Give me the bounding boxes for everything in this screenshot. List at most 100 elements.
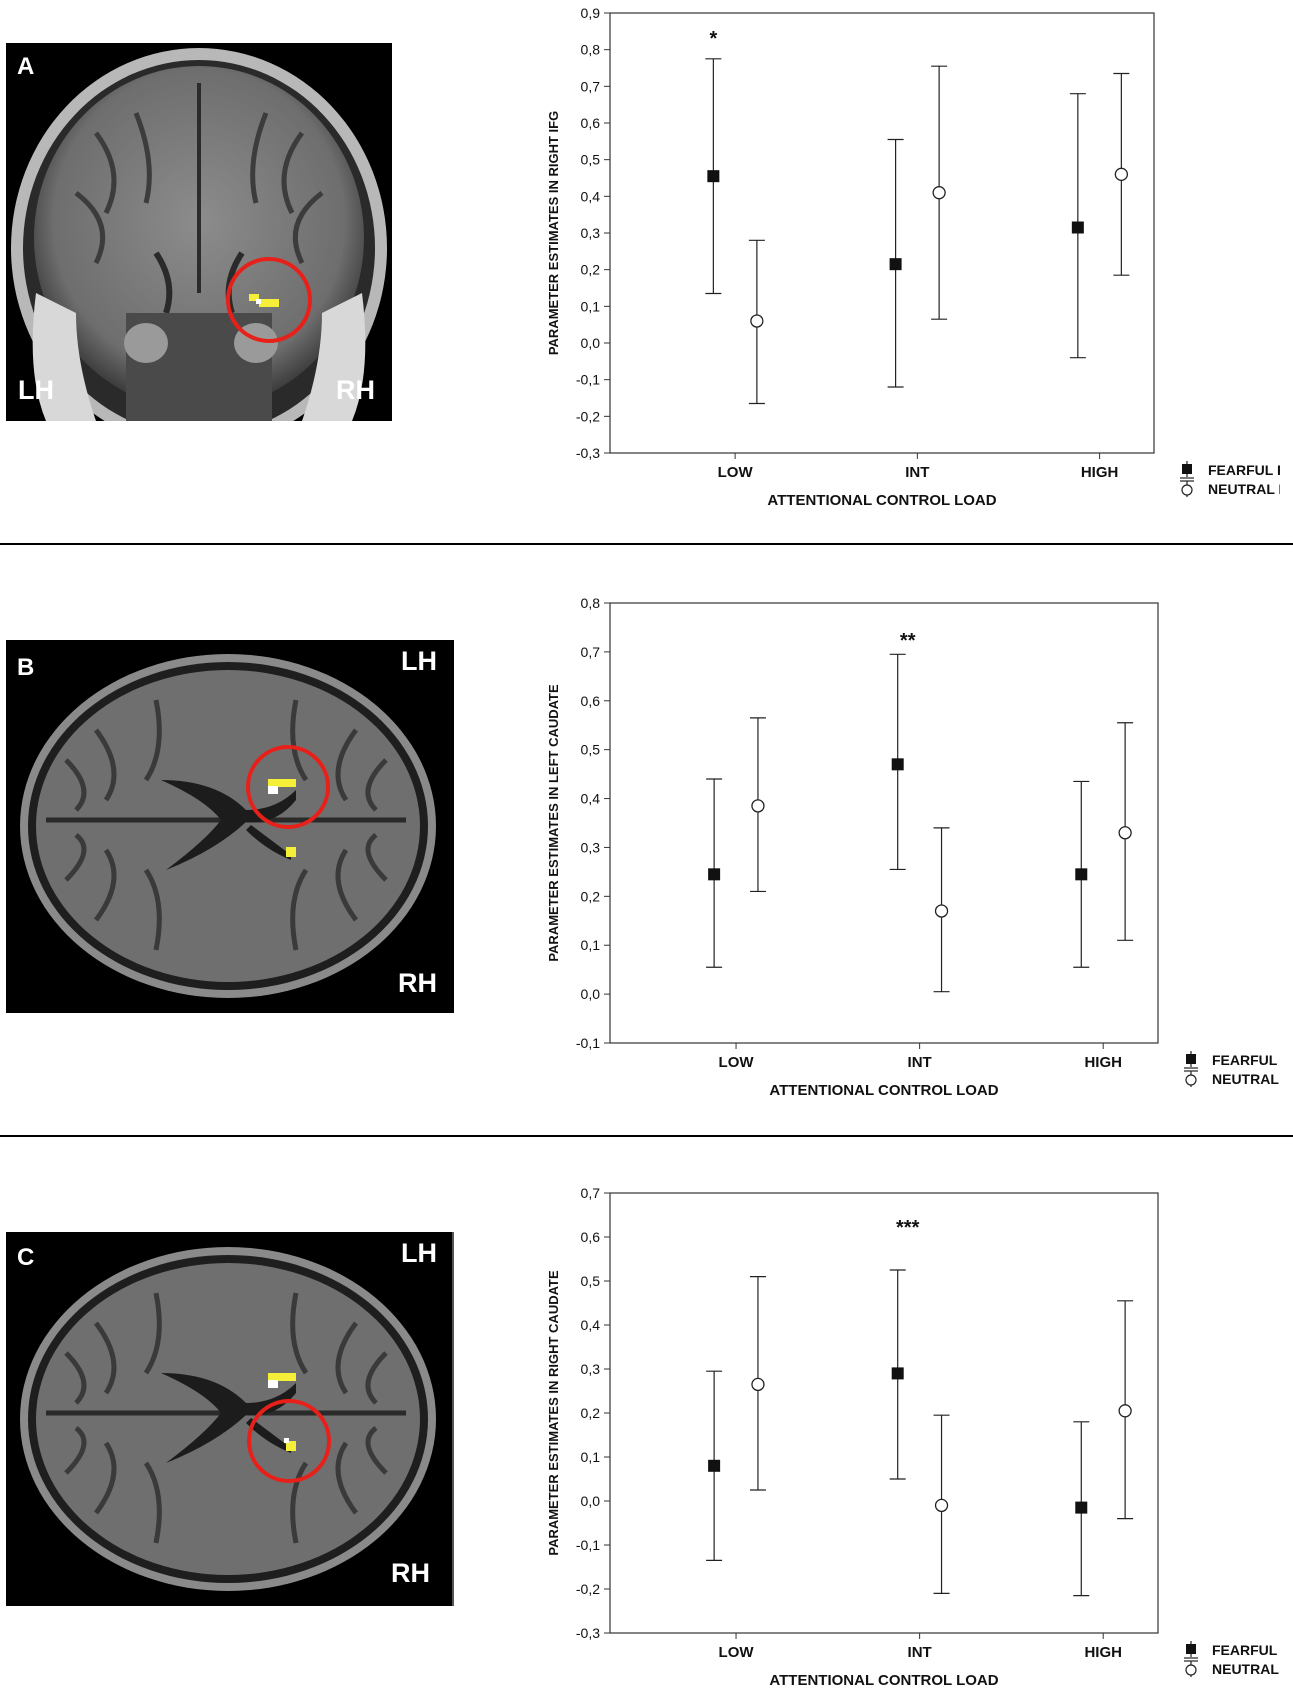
data-point-fearful [891,758,904,771]
y-axis-label: PARAMETER ESTIMATES IN LEFT CAUDATE [546,684,561,962]
y-tick-label: 0,0 [581,335,601,351]
significance-marker: *** [896,1217,920,1239]
y-tick-label: 0,2 [581,1405,601,1421]
y-tick-label: -0,1 [576,1035,600,1051]
data-point-neutral [751,799,765,813]
legend-fearful-marker [1186,1054,1196,1064]
y-axis-label: PARAMETER ESTIMATES IN RIGHT IFG [546,111,561,355]
hemisphere-label-right: RH [336,375,375,405]
y-tick-label: 0,3 [581,839,601,855]
legend-fearful-label: FEARFUL FACES [1212,1052,1280,1068]
legend-neutral-label: NEUTRAL FACES [1212,1661,1280,1677]
chart-c: -0,3 -0,2 -0,1 0,0 0,1 0,2 0,3 0,4 0,5 0,6 0,7 LOW I… [546,1185,1280,1689]
plot-frame [609,1192,1159,1634]
significance-marker: * [709,28,717,50]
x-tick-label: LOW [719,1644,755,1661]
y-tick-label: 0,6 [581,115,601,131]
x-tick-label: INT [908,1054,932,1071]
highlight-circle [247,1399,331,1483]
chart-b: -0,1 0,0 0,1 0,2 0,3 0,4 0,5 0,6 0,7 0,8 LOW INT HIG… [546,595,1280,1099]
panel-letter: A [17,53,35,80]
hemisphere-label-top: LH [401,1238,437,1268]
data-point-fearful [1071,221,1084,234]
legend-fearful-label: FEARFUL FACES [1208,462,1280,478]
legend-fearful-label: FEARFUL FACES [1212,1642,1280,1658]
data-point-neutral [932,186,946,200]
y-tick-label: -0,3 [576,445,600,461]
panel-c: C LH RH -0,3 -0,2 -0,1 0,0 0,1 0,2 0,3 0,4 0,5 0,… [0,1180,1293,1700]
legend-neutral-marker [1185,1074,1197,1086]
legend-fearful-marker [1186,1644,1196,1654]
x-tick-label: HIGH [1084,1644,1122,1661]
x-tick-label: HIGH [1081,464,1119,481]
data-point-fearful [1075,868,1088,881]
y-tick-label: 0,3 [581,1361,601,1377]
brain-image-b: B LH RH [6,640,454,1013]
x-tick-label: INT [905,464,929,481]
data-point-neutral [934,1498,949,1513]
y-tick-label: 0,4 [581,1317,601,1333]
x-tick-label: HIGH [1084,1054,1122,1071]
y-tick-label: 0,6 [581,1229,601,1245]
highlight-circle [246,745,330,829]
data-point-neutral [750,314,764,328]
y-tick-label: 0,2 [581,262,601,278]
y-axis-label: PARAMETER ESTIMATES IN RIGHT CAUDATE [546,1270,561,1556]
data-point-neutral [1118,1404,1132,1418]
data-point-fearful [708,868,721,881]
panel-a: A LH RH -0,3 -0,2 -0,1 0,0 0,1 0,2 0,3 0,4 0,5 0,… [0,0,1293,540]
y-tick-label: 0,7 [581,78,601,94]
brain-image-a: A LH RH [6,43,392,421]
y-tick-label: -0,2 [576,1581,600,1597]
y-tick-label: -0,1 [576,372,600,388]
data-point-fearful [891,1367,904,1380]
y-tick-label: 0,7 [581,1185,601,1201]
data-point-neutral [1118,826,1132,840]
data-point-neutral [1114,167,1129,181]
y-tick-label: 0,0 [581,1493,601,1509]
x-tick-label: INT [908,1644,932,1661]
y-tick-label: -0,3 [576,1625,600,1641]
legend-neutral-marker [1181,484,1193,496]
hemisphere-label-top: LH [401,646,437,676]
brain-image-c: C LH RH [6,1232,458,1606]
data-point-fearful [707,170,720,183]
x-tick-label: LOW [719,1054,755,1071]
legend-neutral-label: NEUTRAL FACES [1212,1071,1280,1087]
y-tick-label: 0,5 [581,152,601,168]
legend-fearful-marker [1182,464,1192,474]
data-point-fearful [1075,1501,1088,1514]
y-tick-label: 0,7 [581,644,601,660]
y-tick-label: 0,4 [581,791,601,807]
divider [0,1135,1293,1137]
y-tick-label: 0,6 [581,693,601,709]
hemisphere-label-left: LH [18,375,54,405]
y-tick-label: 0,8 [581,42,601,58]
plot-frame [609,602,1159,1044]
y-tick-label: 0,3 [581,225,601,241]
panel-b: B LH RH -0,1 0,0 0,1 0,2 0,3 0,4 0,5 0,6 0,7 0,8 L… [0,590,1293,1130]
x-axis-label: ATTENTIONAL CONTROL LOAD [767,492,996,509]
x-tick-label: LOW [718,464,754,481]
y-tick-label: 0,1 [581,298,601,314]
y-tick-label: 0,1 [581,937,601,953]
hemisphere-label-bottom: RH [391,1558,430,1588]
axial-brain-slice [20,654,436,998]
panel-letter: C [17,1244,35,1271]
y-tick-label: 0,2 [581,888,601,904]
y-tick-label: 0,5 [581,742,601,758]
divider [0,543,1293,545]
x-axis-label: ATTENTIONAL CONTROL LOAD [769,1082,998,1099]
y-tick-label: 0,0 [581,986,601,1002]
data-point-fearful [708,1459,721,1472]
y-tick-label: 0,9 [581,5,601,21]
significance-marker: ** [900,630,916,652]
coronal-brain-slice [11,48,387,421]
y-tick-label: -0,2 [576,408,600,424]
panel-letter: B [17,654,35,681]
data-point-neutral [751,1377,765,1392]
data-point-fearful [889,258,902,271]
y-tick-label: 0,4 [581,188,601,204]
highlight-circle [226,257,312,343]
y-tick-label: -0,1 [576,1537,600,1553]
